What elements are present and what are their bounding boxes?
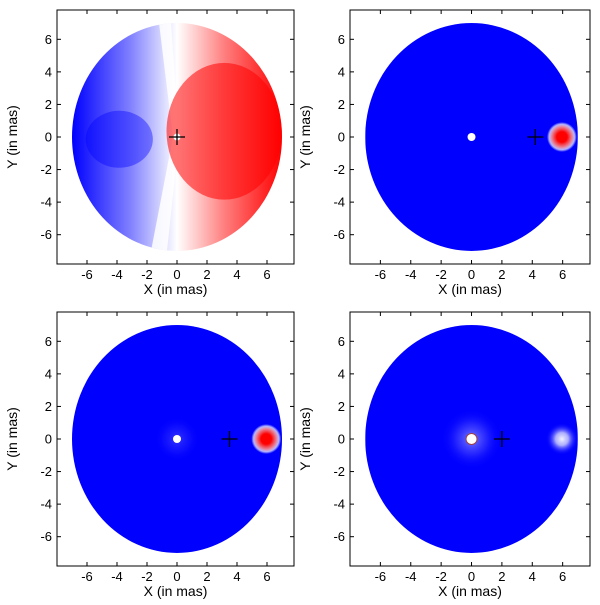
negative-core (85, 110, 153, 168)
x-tick-label: 6 (559, 267, 566, 282)
y-axis-label: Y (in mas) (297, 105, 313, 169)
x-axis-label: X (in mas) (144, 583, 208, 599)
panels: -6 -4 -2 0 2 4 6 6 4 2 0 -2 -4 -6 X (in mas) Y (in mas)… (4, 9, 591, 599)
x-tick-label: 6 (263, 569, 270, 584)
y-tick-label: 6 (338, 334, 345, 349)
x-axis-label: X (in mas) (144, 281, 208, 297)
disk (365, 325, 578, 553)
y-tick-label: 6 (45, 32, 52, 47)
x-tick-label: 6 (559, 569, 566, 584)
x-tick-label: -2 (435, 569, 447, 584)
y-axis-label: Y (in mas) (4, 105, 20, 169)
y-tick-label: -6 (40, 529, 52, 544)
x-axis-label: X (in mas) (438, 281, 502, 297)
red-spot (546, 122, 577, 152)
x-tick-label: -6 (81, 569, 93, 584)
x-tick-label: 6 (263, 267, 270, 282)
red-spot (251, 424, 282, 454)
panel-4: -6 -4 -2 0 2 4 6 6 4 2 0 -2 -4 -6 X (in mas) Y (in mas) (297, 311, 591, 599)
x-tick-label: -4 (405, 569, 417, 584)
x-tick-label: -6 (375, 267, 387, 282)
y-axis-label: Y (in mas) (4, 407, 20, 471)
y-tick-label: -4 (40, 195, 52, 210)
disk (365, 23, 578, 251)
x-tick-label: 0 (173, 569, 180, 584)
y-tick-label: 4 (45, 366, 52, 381)
panel-3: -6 -4 -2 0 2 4 6 6 4 2 0 -2 -4 -6 X (in mas) Y (in mas) (4, 311, 295, 599)
zero-contour (151, 23, 179, 251)
x-tick-label: 0 (468, 267, 475, 282)
y-tick-label: 6 (338, 32, 345, 47)
panel-2: -6 -4 -2 0 2 4 6 6 4 2 0 -2 -4 -6 X (in mas) Y (in mas) (297, 9, 591, 297)
white-glow (545, 423, 578, 455)
y-tick-label: -4 (333, 195, 345, 210)
x-tick-label: -4 (111, 267, 123, 282)
y-tick-label: -2 (333, 162, 345, 177)
y-tick-label: -6 (333, 227, 345, 242)
x-tick-label: 4 (233, 267, 240, 282)
x-tick-label: 0 (468, 569, 475, 584)
x-tick-label: 2 (203, 267, 210, 282)
y-tick-label: 2 (45, 399, 52, 414)
x-tick-label: -4 (111, 569, 123, 584)
x-tick-label: 2 (203, 569, 210, 584)
y-tick-label: -6 (40, 227, 52, 242)
y-tick-label: 0 (338, 130, 345, 145)
x-tick-label: 2 (498, 267, 505, 282)
white-dot (173, 435, 181, 443)
panel-1: -6 -4 -2 0 2 4 6 6 4 2 0 -2 -4 -6 X (in mas) Y (in mas) (4, 9, 295, 297)
x-axis-label: X (in mas) (438, 583, 502, 599)
y-tick-label: -4 (40, 497, 52, 512)
x-tick-label: 2 (498, 569, 505, 584)
y-axis-label: Y (in mas) (297, 407, 313, 471)
x-tick-label: -6 (81, 267, 93, 282)
x-tick-label: -2 (141, 267, 153, 282)
y-tick-label: 4 (45, 64, 52, 79)
y-tick-label: 4 (338, 64, 345, 79)
y-tick-label: 6 (45, 334, 52, 349)
x-tick-label: 0 (173, 267, 180, 282)
y-tick-label: -6 (333, 529, 345, 544)
y-tick-label: 2 (338, 97, 345, 112)
x-tick-label: 4 (529, 569, 536, 584)
x-tick-label: -6 (375, 569, 387, 584)
y-tick-label: -2 (40, 464, 52, 479)
white-dot (467, 133, 476, 141)
y-tick-label: -4 (333, 497, 345, 512)
x-tick-label: -2 (141, 569, 153, 584)
y-tick-label: 4 (338, 366, 345, 381)
y-tick-label: -2 (333, 464, 345, 479)
y-tick-label: 0 (338, 432, 345, 447)
positive-core (166, 62, 282, 200)
y-tick-label: 0 (45, 432, 52, 447)
x-tick-label: 4 (529, 267, 536, 282)
x-tick-label: 4 (233, 569, 240, 584)
y-tick-label: 2 (45, 97, 52, 112)
disk (72, 325, 282, 553)
ring-dot (465, 433, 478, 445)
x-tick-label: -2 (435, 267, 447, 282)
y-tick-label: -2 (40, 162, 52, 177)
y-tick-label: 2 (338, 399, 345, 414)
x-tick-label: -4 (405, 267, 417, 282)
y-tick-label: 0 (45, 130, 52, 145)
